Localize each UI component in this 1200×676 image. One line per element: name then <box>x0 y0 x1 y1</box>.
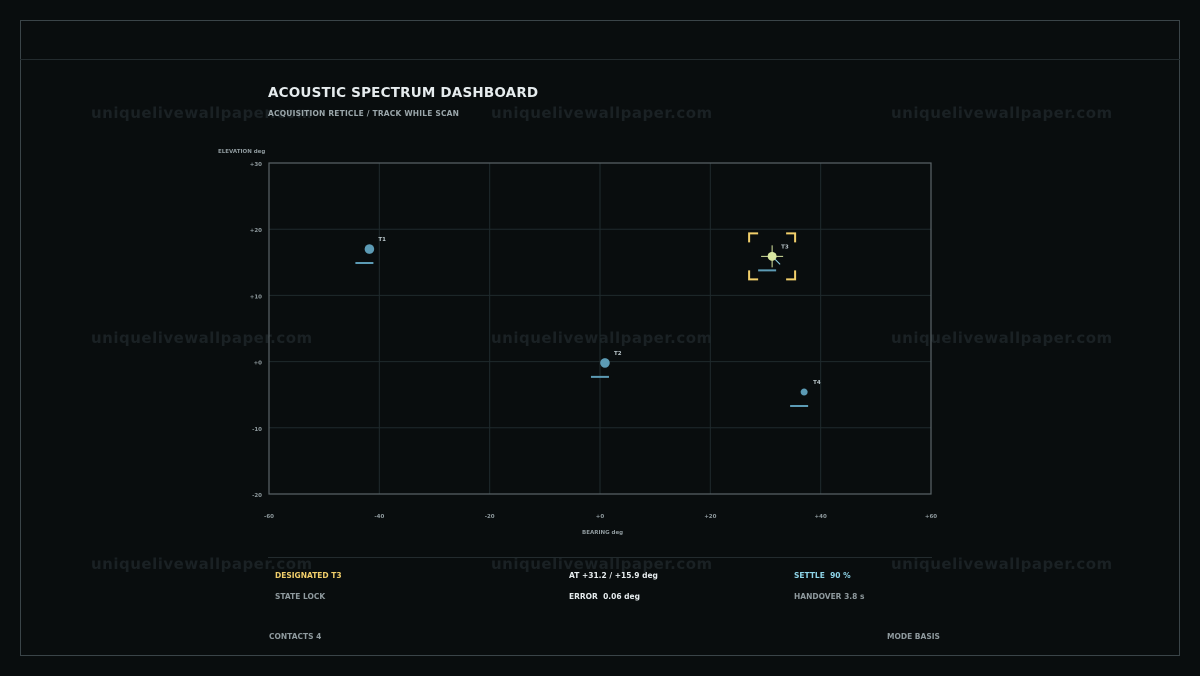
settle-value: 90 % <box>830 571 851 580</box>
y-tick-label: -10 <box>252 427 262 433</box>
position-readout: AT +31.2 / +15.9 deg <box>569 571 658 580</box>
contact-marker[interactable] <box>364 244 375 254</box>
reticle-corner <box>748 270 759 281</box>
outer-frame <box>20 20 1180 656</box>
y-tick-label: +20 <box>250 228 262 234</box>
x-tick-label: +0 <box>596 514 605 520</box>
handover-readout: HANDOVER 3.8 s <box>794 592 865 601</box>
error-readout: ERROR 0.06 deg <box>569 592 640 601</box>
page-title: ACOUSTIC SPECTRUM DASHBOARD <box>268 85 539 101</box>
contact-marker[interactable] <box>600 358 610 368</box>
contact-label: T2 <box>614 351 622 357</box>
y-tick-label: +0 <box>254 361 263 367</box>
watermark: uniquelivewallpaper.com <box>891 329 1113 347</box>
y-axis-title: ELEVATION deg <box>218 149 266 155</box>
watermark: uniquelivewallpaper.com <box>891 555 1113 573</box>
contact-label: T1 <box>378 237 386 243</box>
x-tick-label: +60 <box>925 514 937 520</box>
watermark: uniquelivewallpaper.com <box>91 329 313 347</box>
state-readout: STATE LOCK <box>275 592 326 601</box>
page-subtitle: ACQUISITION RETICLE / TRACK WHILE SCAN <box>268 109 460 118</box>
contact-marker[interactable] <box>800 388 808 396</box>
watermark: uniquelivewallpaper.com <box>491 329 713 347</box>
error-value: 0.06 deg <box>603 592 641 601</box>
contacts-count: CONTACTS 4 <box>269 632 322 641</box>
header-divider <box>20 59 1180 60</box>
contact-marker-designated[interactable] <box>767 251 777 261</box>
designated-readout: DESIGNATED T3 <box>275 571 342 580</box>
watermark: uniquelivewallpaper.com <box>91 555 313 573</box>
y-tick-label: +10 <box>250 294 262 300</box>
plot-border <box>268 162 932 495</box>
watermark: uniquelivewallpaper.com <box>491 104 713 122</box>
x-tick-label: +20 <box>704 514 716 520</box>
contact-label: T3 <box>781 244 789 250</box>
error-label: ERROR <box>569 592 598 601</box>
settle-readout: SETTLE 90 % <box>794 571 851 580</box>
contact-label: T4 <box>813 380 821 386</box>
watermark: uniquelivewallpaper.com <box>891 104 1113 122</box>
x-axis-title: BEARING deg <box>582 530 624 536</box>
y-tick-label: -20 <box>252 493 262 499</box>
x-tick-label: -60 <box>264 514 274 520</box>
reticle-corner <box>748 232 759 243</box>
x-tick-label: +40 <box>815 514 827 520</box>
x-tick-label: -40 <box>374 514 384 520</box>
status-divider <box>268 557 932 558</box>
reticle-corner <box>786 232 797 243</box>
x-tick-label: -20 <box>485 514 495 520</box>
watermark: uniquelivewallpaper.com <box>91 104 313 122</box>
watermark: uniquelivewallpaper.com <box>491 555 713 573</box>
y-tick-label: +30 <box>250 162 262 168</box>
settle-label: SETTLE <box>794 571 825 580</box>
reticle-corner <box>786 270 797 281</box>
mode-readout: MODE BASIS <box>887 632 940 641</box>
